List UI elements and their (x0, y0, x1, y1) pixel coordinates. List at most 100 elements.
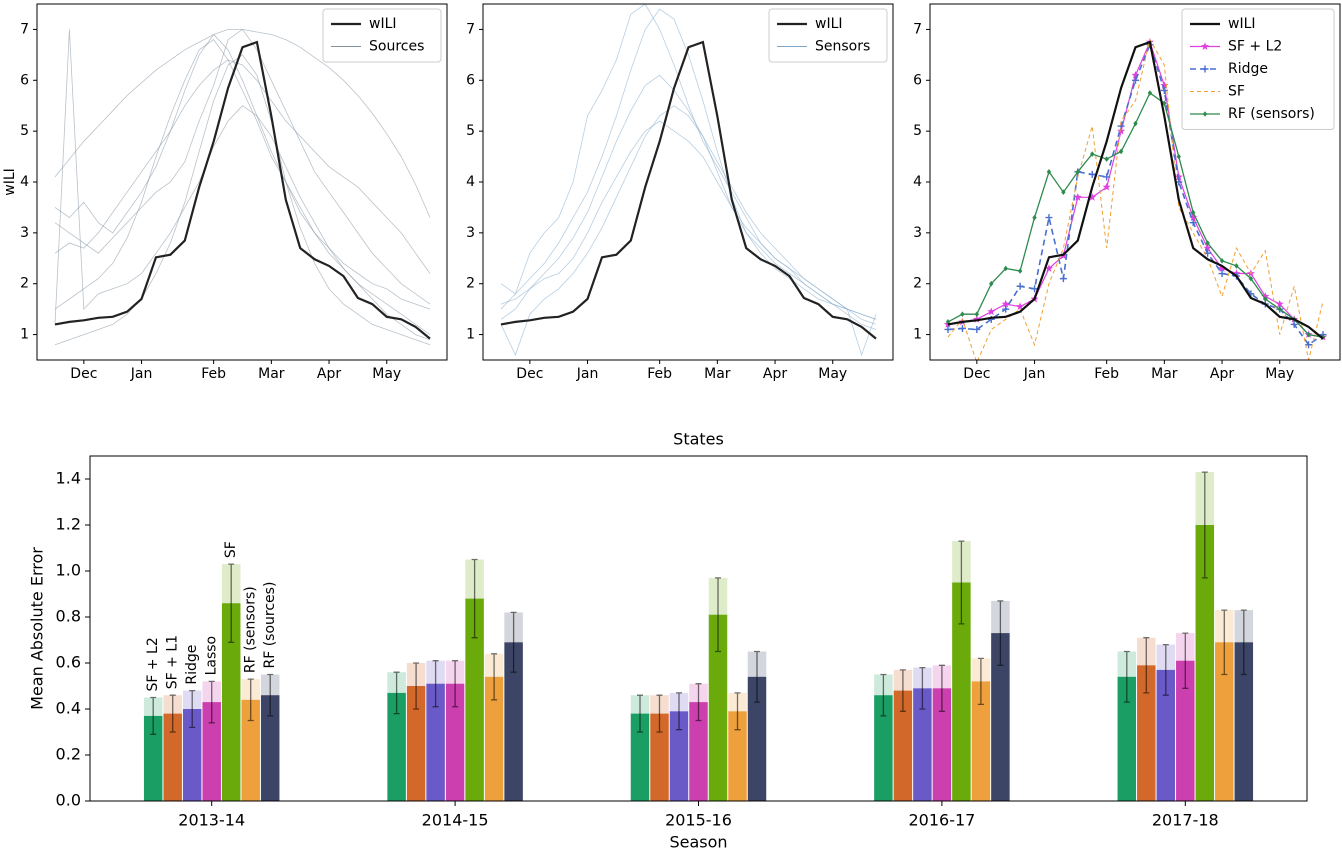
wili-line (500, 40, 877, 340)
marker (1203, 243, 1212, 252)
marker (944, 325, 952, 333)
x-axis-label: Season (669, 833, 727, 852)
marker (1205, 240, 1210, 246)
legend-label: Ridge (1228, 61, 1268, 77)
bar (747, 676, 767, 801)
error-bar (1162, 643, 1169, 696)
marker (1031, 285, 1039, 293)
source-line (54, 33, 431, 310)
legend-label: wILI (1228, 16, 1256, 32)
marker (1305, 341, 1313, 349)
error-bar (938, 664, 945, 712)
marker (1104, 156, 1109, 162)
y-tick-label: 1.4 (56, 469, 81, 488)
marker (1016, 282, 1024, 290)
source-line (54, 59, 431, 274)
marker (1160, 86, 1168, 94)
legend-label: Sensors (815, 39, 870, 55)
error-bar (228, 563, 235, 643)
bar (1215, 642, 1234, 801)
series-label: SF + L2 (145, 637, 161, 691)
marker (1261, 292, 1270, 300)
error-bar (267, 673, 274, 717)
y-tick-label: 0.0 (56, 791, 81, 810)
y-tick-label: 3 (913, 225, 922, 241)
y-axis-label: Mean Absolute Error (28, 547, 47, 710)
x-tick-label: 2014-15 (422, 811, 489, 830)
y-tick-label: 0.4 (56, 699, 81, 718)
y-tick-label: 0.6 (56, 653, 81, 672)
bar (182, 709, 202, 801)
error-bar (656, 694, 663, 733)
series-line (947, 42, 1324, 346)
x-tick-label: Jan (576, 366, 599, 382)
bar (1176, 660, 1195, 801)
bar (202, 702, 221, 801)
marker (1088, 193, 1097, 201)
axes-frame (89, 455, 1308, 802)
series-label: RF (sources) (262, 582, 278, 669)
error-bar (491, 653, 498, 701)
source-line (54, 28, 431, 305)
error-bar (919, 666, 926, 710)
error-bar (169, 694, 176, 733)
marker (1017, 268, 1023, 274)
x-tick-label: 2017-18 (1152, 811, 1219, 830)
source-line (54, 39, 431, 335)
bar (913, 688, 932, 801)
bar (387, 692, 406, 801)
bar (728, 711, 747, 801)
marker (1189, 213, 1198, 221)
bar (426, 683, 445, 801)
error-bar (1123, 650, 1130, 703)
error-bar (1182, 632, 1189, 689)
marker (1118, 148, 1124, 155)
marker (1131, 71, 1140, 79)
marker (1174, 172, 1183, 181)
axes-frame (482, 3, 894, 361)
bar (221, 603, 241, 801)
wili-line (54, 40, 431, 340)
y-tick-label: 5 (913, 123, 922, 139)
x-tick-label: Mar (704, 366, 731, 382)
y-tick-label: 1 (466, 327, 475, 343)
error-bar (1143, 637, 1150, 694)
source-line (500, 8, 877, 320)
error-bar (676, 692, 682, 731)
x-tick-label: 2016-17 (908, 811, 975, 830)
x-tick-label: Apr (317, 366, 341, 382)
axes-frame (36, 3, 448, 361)
marker (987, 307, 996, 316)
bar (689, 702, 708, 801)
source-line (500, 4, 877, 330)
x-tick-label: 2015-16 (665, 811, 732, 830)
marker (1218, 270, 1226, 278)
error-bar (413, 662, 420, 710)
bar (484, 676, 504, 801)
legend-box (768, 8, 888, 63)
bar (708, 614, 728, 801)
error-bar (754, 650, 760, 703)
marker (1219, 258, 1225, 264)
marker (973, 325, 981, 333)
plot-area (54, 28, 431, 346)
error-bar (734, 692, 741, 731)
x-tick-label: Jan (1023, 366, 1046, 382)
y-tick-label: 2 (913, 276, 922, 292)
error-bar (471, 558, 478, 639)
bar (971, 681, 991, 801)
error-bar (899, 669, 906, 712)
bar (143, 715, 163, 801)
x-tick-label: Apr (763, 366, 787, 382)
marker (1088, 170, 1096, 178)
y-tick-label: 6 (466, 72, 475, 88)
wili-line (947, 40, 1324, 340)
error-bar (247, 678, 254, 722)
x-tick-label: Feb (201, 366, 226, 382)
error-bar (977, 657, 984, 706)
y-tick-label: 2 (20, 276, 29, 292)
marker (1117, 126, 1126, 135)
plot-area (944, 37, 1327, 360)
bar (445, 683, 465, 801)
marker (1001, 299, 1010, 308)
